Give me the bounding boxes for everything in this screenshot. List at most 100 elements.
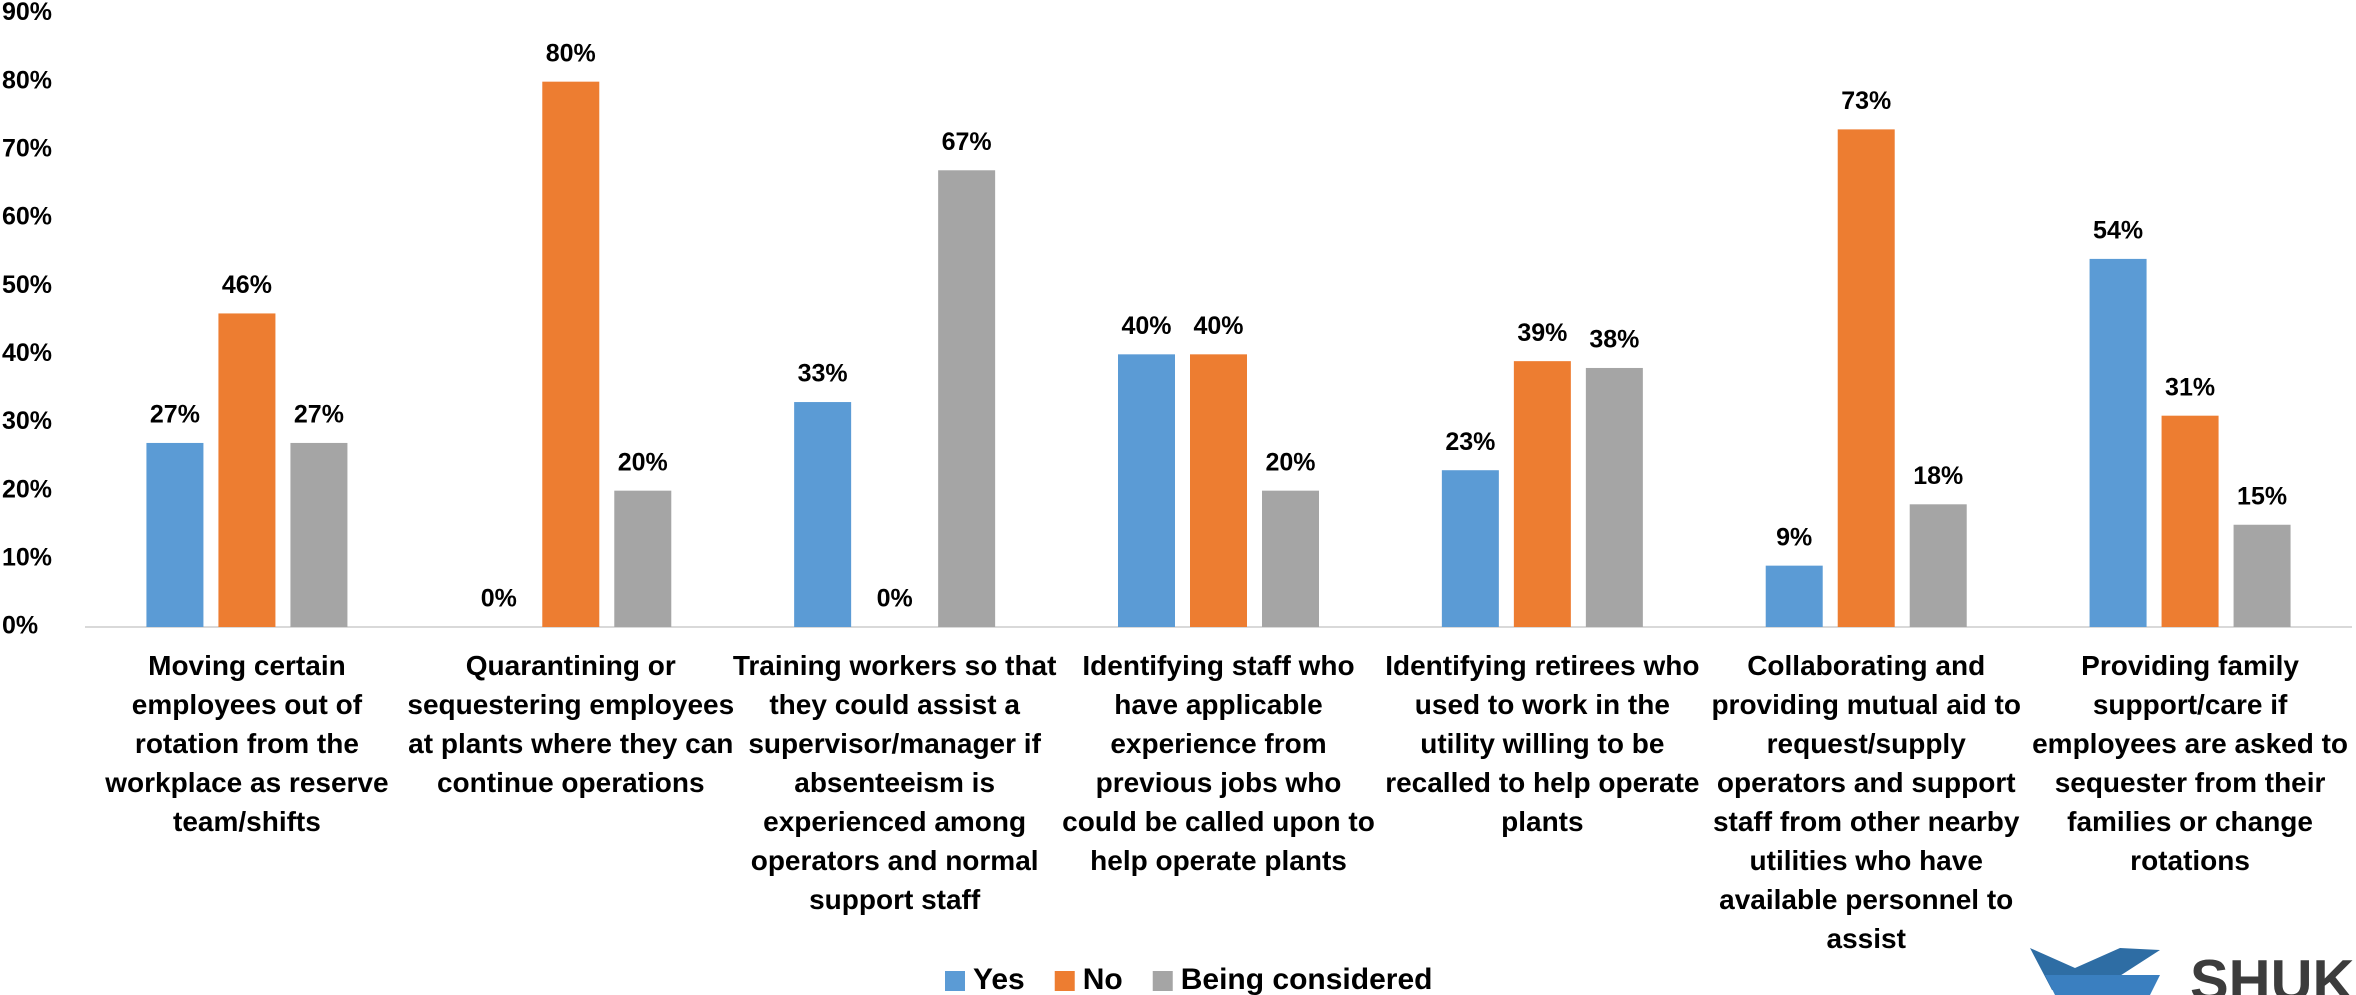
- x-tick-line: experience from: [1110, 728, 1326, 759]
- x-tick-line: they could assist a: [769, 689, 1020, 720]
- value-label: 20%: [618, 448, 668, 476]
- y-tick-label: 10%: [2, 543, 52, 571]
- value-label: 38%: [1589, 326, 1639, 354]
- legend-swatch: [1152, 971, 1173, 991]
- x-tick-line: have applicable: [1114, 689, 1323, 720]
- x-tick-line: team/shifts: [173, 806, 321, 837]
- x-tick-line: families or change: [2067, 806, 2313, 837]
- logo-text: SHUK: [2190, 948, 2354, 995]
- value-label: 31%: [2165, 373, 2215, 401]
- legend-label: Being considered: [1181, 963, 1433, 995]
- value-label: 0%: [877, 585, 913, 613]
- x-tick-line: Providing family: [2081, 650, 2299, 681]
- x-tick-line: staff from other nearby: [1713, 806, 2020, 837]
- x-tick-line: workplace as reserve: [104, 767, 388, 798]
- bar: [794, 402, 852, 627]
- value-label: 18%: [1913, 462, 1963, 490]
- y-tick-label: 50%: [2, 271, 52, 299]
- x-tick-line: recalled to help operate: [1385, 767, 1699, 798]
- y-tick-label: 70%: [2, 134, 52, 162]
- x-tick-line: could be called upon to: [1062, 806, 1375, 837]
- value-label: 0%: [481, 585, 517, 613]
- logo-icon: [2030, 948, 2160, 995]
- value-label: 54%: [2093, 217, 2143, 245]
- bar: [146, 442, 204, 627]
- x-tick-line: employees out of: [132, 689, 363, 720]
- x-tick-label: Moving certain employees out of rotation f…: [104, 650, 388, 837]
- bar: [2161, 415, 2219, 627]
- x-tick-line: plants: [1501, 806, 1583, 837]
- y-tick-label: 90%: [2, 0, 52, 26]
- y-tick-label: 60%: [2, 203, 52, 231]
- y-tick-label: 80%: [2, 66, 52, 94]
- x-tick-line: support/care if: [2093, 689, 2288, 720]
- x-tick-line: rotation from the: [135, 728, 359, 759]
- bar: [1837, 129, 1895, 627]
- x-tick-line: support staff: [809, 884, 981, 915]
- x-tick-line: used to work in the: [1415, 689, 1670, 720]
- x-tick-line: utility willing to be: [1420, 728, 1664, 759]
- x-tick-line: absenteeism is: [794, 767, 995, 798]
- x-tick-line: Collaborating and: [1747, 650, 1985, 681]
- value-label: 40%: [1121, 312, 1171, 340]
- bar: [938, 170, 996, 628]
- value-label: 27%: [150, 401, 200, 429]
- x-tick-label: Training workers so that they could assis…: [733, 650, 1057, 915]
- x-tick-label: Identifying retirees who used to work in …: [1385, 650, 1699, 837]
- x-tick-line: previous jobs who: [1096, 767, 1342, 798]
- x-tick-line: operators and support: [1717, 767, 2016, 798]
- legend: Yes No Being considered: [945, 963, 1432, 995]
- bar: [1118, 354, 1175, 627]
- value-label: 46%: [222, 271, 272, 299]
- x-tick-line: assist: [1827, 923, 1906, 954]
- bar: [290, 442, 348, 627]
- value-label: 80%: [546, 39, 596, 67]
- bar: [1262, 490, 1319, 627]
- x-tick-line: Identifying staff who: [1082, 650, 1354, 681]
- y-tick-label: 30%: [2, 407, 52, 435]
- value-label: 23%: [1445, 428, 1495, 456]
- x-tick-label: Providing family support/care if employees…: [2032, 650, 2348, 876]
- legend-swatch: [945, 971, 965, 991]
- x-tick-line: providing mutual aid to: [1711, 689, 2021, 720]
- x-tick-line: supervisor/manager if: [748, 728, 1041, 759]
- x-tick-line: Quarantining or: [466, 650, 676, 681]
- bar: [614, 490, 672, 627]
- value-label: 40%: [1193, 312, 1243, 340]
- x-tick-label: Collaborating and providing mutual aid to…: [1711, 650, 2021, 954]
- value-label: 20%: [1265, 448, 1315, 476]
- bar: [1585, 367, 1643, 627]
- bar: [1909, 504, 1967, 627]
- value-label: 67%: [942, 128, 992, 156]
- y-tick-label: 0%: [2, 612, 38, 640]
- x-tick-line: rotations: [2130, 845, 2250, 876]
- bar: [218, 313, 276, 627]
- legend-label: No: [1083, 963, 1123, 995]
- value-label: 73%: [1841, 87, 1891, 115]
- x-tick-line: sequestering employees: [407, 689, 734, 720]
- x-tick-line: available personnel to: [1719, 884, 2013, 915]
- x-tick-line: continue operations: [437, 767, 705, 798]
- legend-swatch: [1054, 971, 1075, 991]
- bar: [1765, 565, 1823, 627]
- x-tick-line: Training workers so that: [733, 650, 1057, 681]
- value-label: 15%: [2237, 482, 2287, 510]
- x-tick-label: Quarantining or sequestering employees at …: [407, 650, 734, 798]
- legend-label: Yes: [973, 963, 1025, 995]
- x-tick-line: help operate plants: [1090, 845, 1347, 876]
- x-tick-line: sequester from their: [2055, 767, 2326, 798]
- value-label: 33%: [798, 360, 848, 388]
- bar: [1441, 470, 1499, 627]
- bar: [542, 81, 600, 627]
- x-tick-line: operators and normal: [751, 845, 1039, 876]
- value-label: 27%: [294, 401, 344, 429]
- x-tick-line: Identifying retirees who: [1385, 650, 1699, 681]
- y-tick-label: 20%: [2, 475, 52, 503]
- bar: [1513, 361, 1571, 627]
- x-tick-line: employees are asked to: [2032, 728, 2348, 759]
- x-tick-line: experienced among: [763, 806, 1026, 837]
- bar: [1190, 354, 1247, 627]
- value-label: 39%: [1517, 319, 1567, 347]
- bar: [2089, 258, 2147, 627]
